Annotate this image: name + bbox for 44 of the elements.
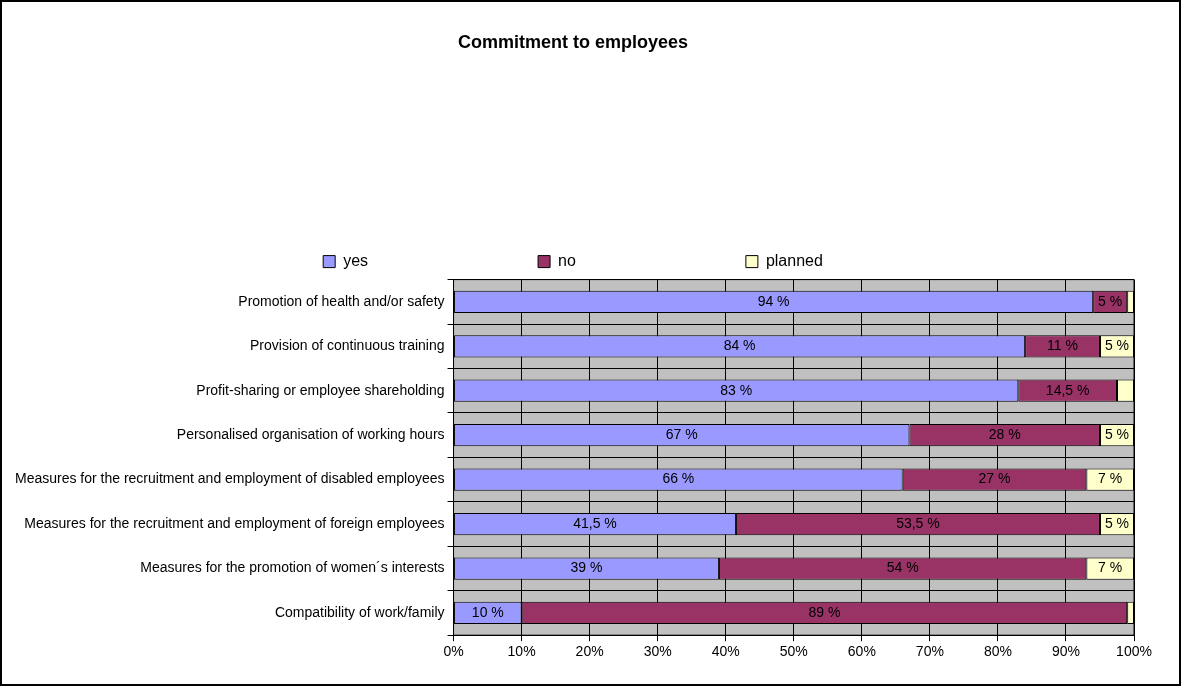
data-label: 27 % bbox=[978, 470, 1011, 487]
x-tick-label: 10% bbox=[507, 643, 536, 660]
data-label: 89 % bbox=[808, 603, 841, 620]
data-label: 28 % bbox=[988, 426, 1021, 443]
y-tick-label: Measures for the recruitment and employment of foreign employees bbox=[24, 514, 445, 531]
legend-label: yes bbox=[343, 252, 369, 270]
data-label: 11 % bbox=[1047, 337, 1078, 354]
x-tick-label: 60% bbox=[847, 643, 876, 660]
y-tick-label: Measures for the promotion of women´s interests bbox=[140, 559, 445, 576]
x-tick-label: 0% bbox=[443, 643, 464, 660]
data-label: 5 % bbox=[1104, 337, 1130, 354]
data-label: 5 % bbox=[1104, 426, 1130, 443]
x-tick-label: 20% bbox=[575, 643, 604, 660]
x-tick-label: 40% bbox=[711, 643, 740, 660]
x-tick-label: 30% bbox=[643, 643, 672, 660]
data-label: 14,5 % bbox=[1045, 381, 1090, 398]
y-tick-label: Personalised organisation of working hours bbox=[176, 426, 445, 443]
data-label: 83 % bbox=[720, 381, 753, 398]
y-tick-label: Profit-sharing or employee shareholding bbox=[196, 381, 445, 398]
legend-label: planned bbox=[765, 252, 823, 270]
legend-label: no bbox=[558, 252, 576, 270]
y-tick-label: Measures for the recruitment and employment of disabled employees bbox=[14, 470, 445, 487]
data-label: 5 % bbox=[1098, 292, 1123, 309]
data-label: 94 % bbox=[757, 292, 790, 309]
data-label: 84 % bbox=[723, 337, 756, 354]
x-tick-label: 90% bbox=[1051, 643, 1080, 660]
data-label: 10 % bbox=[471, 603, 504, 620]
data-label: 53,5 % bbox=[896, 514, 940, 531]
y-tick-label: Promotion of health and/or safety bbox=[238, 292, 445, 309]
x-tick-label: 50% bbox=[779, 643, 808, 660]
chart-title: Commitment to employees bbox=[457, 31, 689, 52]
y-tick-label: Provision of continuous training bbox=[249, 337, 445, 354]
x-tick-label: 70% bbox=[915, 643, 944, 660]
data-label: 7 % bbox=[1098, 559, 1123, 576]
data-label: 54 % bbox=[886, 559, 919, 576]
y-tick-label: Compatibility of work/family bbox=[274, 603, 445, 620]
data-label: 5 % bbox=[1104, 514, 1130, 531]
x-tick-label: 80% bbox=[983, 643, 1012, 660]
data-label: 39 % bbox=[570, 559, 603, 576]
data-label: 7 % bbox=[1098, 470, 1123, 487]
x-tick-label: 100% bbox=[1116, 643, 1152, 660]
data-label: 67 % bbox=[665, 426, 698, 443]
data-label: 41,5 % bbox=[573, 514, 617, 531]
data-label: 66 % bbox=[662, 470, 695, 487]
